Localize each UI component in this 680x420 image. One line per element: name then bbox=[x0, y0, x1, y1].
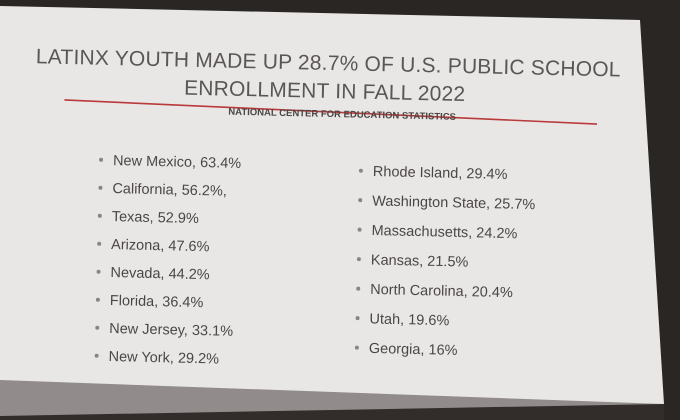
list-item: Florida, 36.4% bbox=[110, 293, 204, 311]
bullet bbox=[358, 168, 363, 173]
list-item: California, 56.2%, bbox=[112, 181, 227, 200]
bullet bbox=[97, 241, 102, 246]
title-rule bbox=[64, 99, 598, 125]
subtitle: NATIONAL CENTER FOR EDUCATION STATISTICS bbox=[228, 107, 456, 123]
bullet bbox=[357, 227, 362, 232]
list-item: New Mexico, 63.4% bbox=[113, 153, 242, 172]
bullet bbox=[95, 297, 100, 302]
list-item: Washington State, 25.7% bbox=[372, 193, 536, 213]
list-item: North Carolina, 20.4% bbox=[370, 282, 513, 301]
list-item: Massachusetts, 24.2% bbox=[371, 223, 517, 242]
bullet bbox=[94, 353, 99, 358]
list-item: New York, 29.2% bbox=[108, 349, 219, 368]
bullet bbox=[354, 345, 359, 350]
list-item: Rhode Island, 29.4% bbox=[373, 164, 508, 183]
bullet bbox=[99, 157, 104, 162]
list-item: Texas, 52.9% bbox=[112, 209, 199, 227]
bullet bbox=[98, 185, 103, 190]
bullet bbox=[96, 269, 101, 274]
bullet bbox=[356, 257, 361, 262]
bullet bbox=[97, 213, 102, 218]
list-item: Nevada, 44.2% bbox=[110, 265, 210, 283]
slide-background bbox=[0, 6, 664, 416]
list-item: Georgia, 16% bbox=[369, 341, 458, 359]
list-item: Arizona, 47.6% bbox=[111, 237, 210, 255]
slide-content: LATINX YOUTH MADE UP 28.7% OF U.S. PUBLI… bbox=[36, 45, 621, 368]
bullet bbox=[358, 198, 363, 203]
list-item: New Jersey, 33.1% bbox=[109, 321, 233, 340]
shadow bbox=[0, 380, 664, 420]
bullet bbox=[355, 316, 360, 321]
list-item: Utah, 19.6% bbox=[369, 311, 449, 329]
bullet bbox=[356, 286, 361, 291]
list-item: Kansas, 21.5% bbox=[371, 252, 469, 270]
bullet bbox=[95, 325, 100, 330]
